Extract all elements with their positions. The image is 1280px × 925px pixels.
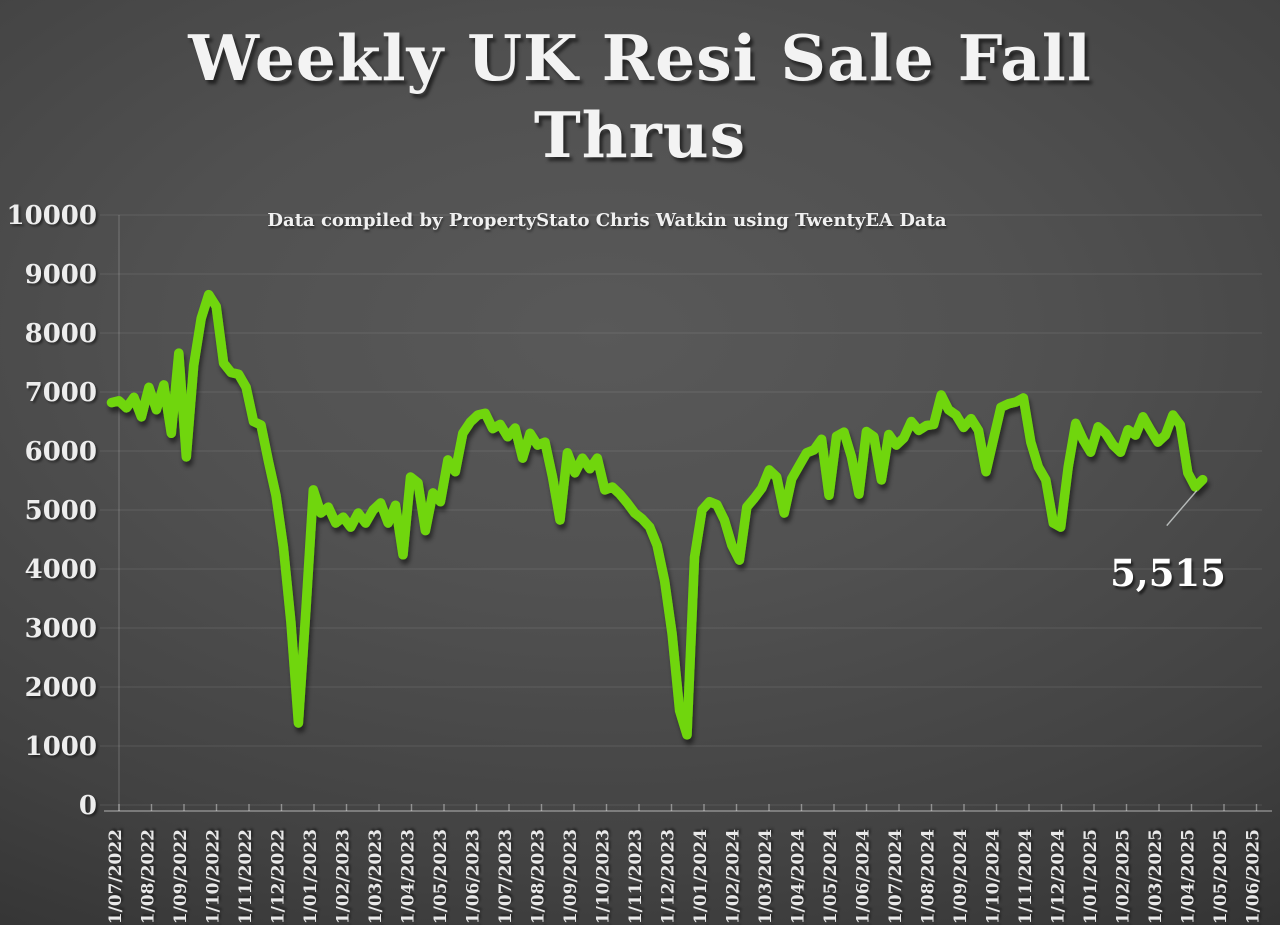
x-axis-tick-label: 11/03/2023 (366, 829, 386, 925)
x-axis-tick-label: 11/09/2024 (951, 829, 971, 925)
x-axis-tick-label: 11/07/2024 (886, 829, 906, 925)
y-axis-tick-label: 8000 (25, 319, 97, 349)
x-axis-tick-label: 11/10/2024 (984, 829, 1004, 925)
y-axis-tick-label: 0 (79, 791, 97, 821)
x-axis-tick-label: 11/09/2023 (561, 829, 581, 925)
callout-leader-line (1166, 490, 1198, 527)
x-axis-tick-label: 11/10/2022 (204, 829, 224, 925)
x-axis-tick-label: 11/04/2023 (399, 829, 419, 925)
x-axis-tick-label: 11/05/2023 (431, 829, 451, 925)
chart-title-line2: Thrus (533, 98, 747, 173)
x-axis-tick-label: 11/09/2022 (171, 829, 191, 925)
x-axis-tick-label: 11/11/2024 (1016, 829, 1036, 925)
x-axis-tick-label: 11/12/2023 (659, 829, 679, 925)
x-axis-tick-label: 11/01/2024 (691, 829, 711, 925)
x-axis-tick-label: 11/01/2023 (301, 829, 321, 925)
x-axis-tick-label: 11/06/2024 (854, 829, 874, 925)
x-axis-tick-label: 11/03/2025 (1146, 829, 1166, 925)
x-axis-tick-label: 11/02/2025 (1114, 829, 1134, 925)
y-axis-tick-label: 1000 (25, 732, 97, 762)
x-axis-tick-label: 11/12/2024 (1049, 829, 1069, 925)
x-axis-tick-label: 11/05/2025 (1211, 829, 1231, 925)
y-axis-tick-label: 6000 (25, 437, 97, 467)
y-axis-tick-label: 10000 (7, 201, 97, 231)
chart-title: Weekly UK Resi Sale Fall Thrus (0, 20, 1280, 175)
x-axis-tick-label: 11/02/2023 (334, 829, 354, 925)
chart-subtitle: Data compiled by PropertyStato Chris Wat… (267, 210, 947, 231)
x-axis-tick-label: 11/01/2025 (1081, 829, 1101, 925)
x-axis-tick-label: 11/11/2022 (236, 829, 256, 925)
x-axis-tick-label: 11/07/2022 (106, 829, 126, 925)
x-axis-tick-label: 11/08/2022 (139, 829, 159, 925)
x-axis-tick-label: 11/08/2023 (529, 829, 549, 925)
y-axis-tick-label: 4000 (25, 555, 97, 585)
x-axis-tick-label: 11/12/2022 (269, 829, 289, 925)
y-axis-tick-label: 2000 (25, 673, 97, 703)
last-value-callout: 5,515 (1110, 551, 1226, 595)
y-axis-tick-label: 5000 (25, 496, 97, 526)
chart-title-line1: Weekly UK Resi Sale Fall (188, 21, 1092, 95)
x-axis-tick-label: 11/08/2024 (919, 829, 939, 925)
y-axis-tick-label: 7000 (25, 378, 97, 408)
x-axis-tick-label: 11/02/2024 (724, 829, 744, 925)
x-axis-tick-label: 11/06/2025 (1244, 829, 1264, 925)
x-axis-tick-label: 11/07/2023 (496, 829, 516, 925)
weekly-series-line (106, 289, 1208, 740)
x-axis-tick-label: 11/04/2025 (1179, 829, 1199, 925)
x-axis-tick-label: 11/10/2023 (594, 829, 614, 925)
y-axis-tick-label: 3000 (25, 614, 97, 644)
x-axis-tick-label: 11/03/2024 (756, 829, 776, 925)
x-axis-tick-label: 11/06/2023 (464, 829, 484, 925)
x-axis-tick-label: 11/05/2024 (821, 829, 841, 925)
x-axis-tick-label: 11/11/2023 (626, 829, 646, 925)
x-axis-tick-label: 11/04/2024 (789, 829, 809, 925)
y-axis-tick-label: 9000 (25, 260, 97, 290)
